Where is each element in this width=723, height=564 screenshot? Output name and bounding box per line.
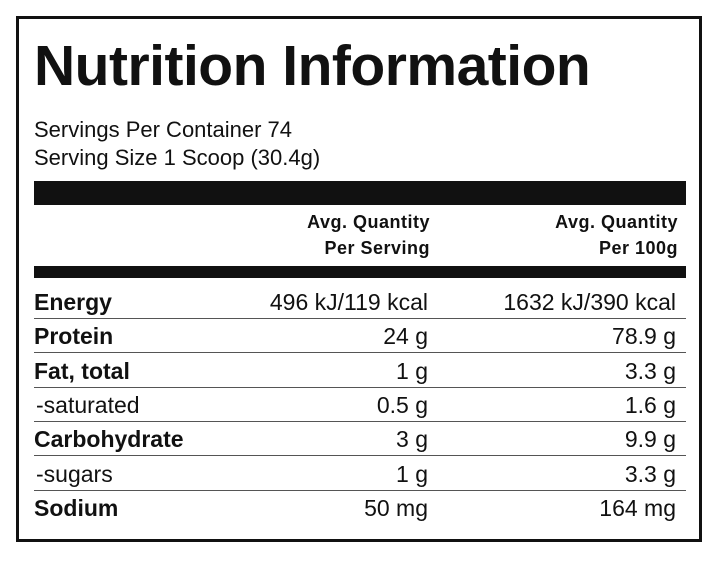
nutrient-name: Sodium (34, 494, 119, 521)
nutrient-name: -saturated (36, 391, 140, 418)
per-100g: 78.9 g (612, 323, 676, 350)
label-border (16, 16, 702, 542)
per-serving: 1 g (396, 357, 428, 384)
header-line: Avg. Quantity (555, 212, 678, 232)
per-serving: 50 mg (364, 494, 428, 521)
nutrient-name: Fat, total (34, 357, 130, 384)
nutrient-row: Energy 496 kJ/119 kcal 1632 kJ/390 kcal (34, 285, 686, 319)
per-serving: 0.5 g (376, 391, 428, 418)
per-serving: 24 g (383, 323, 428, 350)
nutrient-row: -sugars 1 g 3.3 g (34, 457, 686, 491)
nutrient-name: -sugars (36, 460, 113, 487)
servings-per-container: Servings Per Container 74 (34, 117, 293, 142)
column-header: Avg. Quantity Per Serving (307, 209, 430, 261)
nutrient-row: Protein 24 g 78.9 g (34, 319, 686, 354)
per-serving: 1 g (396, 460, 428, 487)
nutrient-name: Carbohydrate (34, 426, 184, 453)
per-100g: 3.3 g (624, 357, 676, 384)
divider-bar (34, 181, 686, 205)
per-100g: 1632 kJ/390 kcal (503, 289, 676, 315)
header-line: Per Serving (324, 238, 430, 258)
per-serving: 496 kJ/119 kcal (269, 289, 428, 315)
nutrient-row: -saturated 0.5 g 1.6 g (34, 388, 686, 422)
per-serving: 3 g (396, 426, 428, 453)
header-line: Per 100g (598, 238, 678, 258)
title: Nutrition Information (34, 34, 591, 98)
per-100g: 164 mg (599, 494, 676, 521)
column-header: Avg. Quantity Per 100g (555, 209, 678, 261)
per-100g: 9.9 g (624, 426, 676, 453)
nutrient-name: Protein (34, 323, 114, 350)
header-line: Avg. Quantity (307, 212, 430, 232)
per-100g: 3.3 g (624, 460, 676, 487)
nutrient-name: Energy (34, 289, 112, 315)
nutrient-row: Carbohydrate 3 g 9.9 g (34, 422, 686, 457)
nutrient-row: Fat, total 1 g 3.3 g (34, 354, 686, 388)
divider-bar (34, 266, 686, 278)
nutrient-row: Sodium 50 mg 164 mg (34, 491, 686, 525)
serving-size: Serving Size 1 Scoop (30.4g) (34, 145, 321, 170)
per-100g: 1.6 g (624, 391, 676, 418)
